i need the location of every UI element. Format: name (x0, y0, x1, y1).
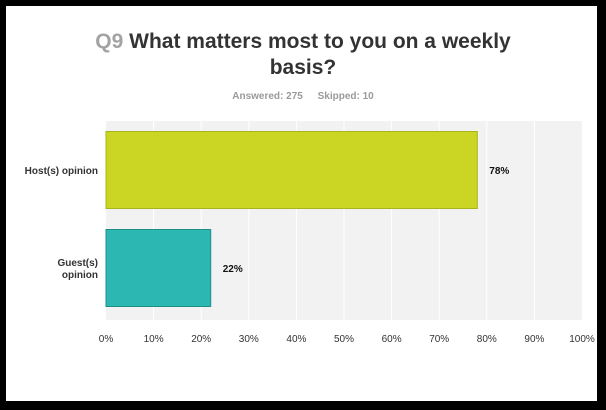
x-tick-label: 0% (99, 334, 114, 345)
data-label: 22% (223, 264, 243, 275)
question-title-line1: What matters most to you on a weekly (129, 30, 511, 53)
answered-count: Answered: 275 (232, 91, 303, 102)
x-tick-label: 80% (477, 334, 497, 345)
response-stats: Answered: 275 Skipped: 10 (0, 91, 606, 102)
question-number: Q9 (95, 30, 124, 53)
x-tick-label: 70% (429, 334, 449, 345)
x-tick-label: 20% (191, 334, 211, 345)
y-category-label: Guest(s) opinion (57, 258, 98, 281)
x-tick-label: 30% (239, 334, 259, 345)
x-tick-label: 40% (286, 334, 306, 345)
x-tick-label: 100% (569, 334, 595, 345)
x-tick-label: 90% (524, 334, 544, 345)
x-tick-label: 50% (334, 334, 354, 345)
page-title: Q9 What matters most to you on a weekly … (0, 29, 606, 81)
x-tick-label: 10% (144, 334, 164, 345)
bar (105, 131, 478, 209)
x-tick-label: 60% (382, 334, 402, 345)
bar (105, 229, 212, 307)
question-title-line2: basis? (269, 56, 337, 79)
skipped-count: Skipped: 10 (317, 91, 374, 102)
data-label: 78% (489, 166, 509, 177)
y-category-label: Host(s) opinion (25, 166, 98, 177)
